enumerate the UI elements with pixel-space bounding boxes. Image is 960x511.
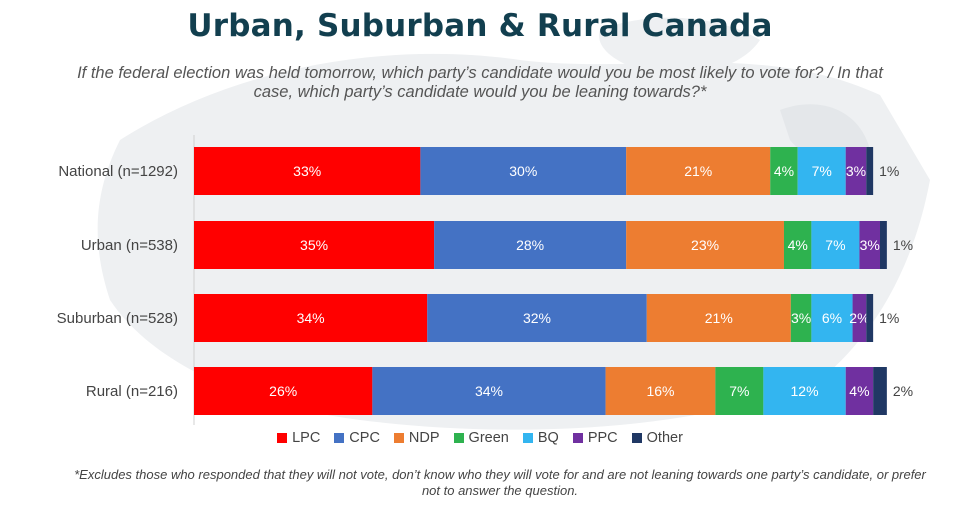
data-label: 33% — [293, 163, 321, 179]
legend-swatch — [277, 433, 288, 443]
category-label: Urban (n=538) — [81, 237, 178, 254]
chart-title: Urban, Suburban & Rural Canada — [187, 8, 773, 44]
bar-segment-bq — [763, 367, 846, 415]
legend-label: PPC — [587, 430, 618, 446]
data-label: 26% — [269, 383, 297, 399]
data-label: 1% — [879, 310, 899, 326]
bar-segment-cpc — [372, 367, 606, 415]
legend-item-lpc: LPC — [277, 430, 320, 446]
data-label: 7% — [812, 163, 832, 179]
legend-item-ndp: NDP — [393, 430, 440, 446]
bar-segment-ndp — [626, 147, 771, 195]
data-label: 32% — [523, 310, 551, 326]
bar-segment-ndp — [646, 294, 791, 342]
category-label: Suburban (n=528) — [57, 310, 178, 327]
bar-segment-cpc — [420, 147, 627, 195]
legend-item-ppc: PPC — [572, 430, 618, 446]
bar-segment-cpc — [427, 294, 647, 342]
category-label: National (n=1292) — [58, 163, 178, 180]
category-label: Rural (n=216) — [86, 383, 178, 400]
bar-segment-ppc — [845, 147, 867, 195]
bar-segment-lpc — [194, 221, 435, 269]
data-label: 30% — [509, 163, 537, 179]
legend-swatch — [453, 433, 464, 443]
bar-segment-bq — [811, 294, 853, 342]
legend-label: BQ — [537, 430, 559, 446]
data-label: 4% — [849, 383, 869, 399]
data-label: 21% — [705, 310, 733, 326]
bar-segment-other — [873, 367, 887, 415]
data-label: 6% — [822, 310, 842, 326]
bar-segment-ppc — [852, 294, 867, 342]
legend-swatch — [631, 433, 642, 443]
legend-label: CPC — [349, 430, 380, 446]
bar-segment-lpc — [194, 294, 428, 342]
data-label: 1% — [879, 163, 899, 179]
bar-segment-ppc — [859, 221, 880, 269]
bar-segment-green — [783, 221, 812, 269]
legend-item-bq: BQ — [522, 430, 559, 446]
bar-segment-green — [715, 367, 764, 415]
footnote: *Excludes those who responded that they … — [74, 467, 926, 498]
bar-segment-other — [866, 147, 874, 195]
bar-segment-lpc — [194, 367, 373, 415]
chart-legend: LPC CPC NDP Green BQ PPC Other — [0, 430, 960, 446]
legend-swatch — [393, 433, 404, 443]
data-label: 2% — [893, 383, 913, 399]
bar-segment-cpc — [434, 221, 627, 269]
bar-segment-bq — [811, 221, 860, 269]
data-label: 34% — [297, 310, 325, 326]
legend-swatch — [572, 433, 583, 443]
legend-swatch — [334, 433, 345, 443]
bar-segment-ndp — [605, 367, 716, 415]
bar-segment-ppc — [845, 367, 874, 415]
data-label: 3% — [791, 310, 811, 326]
legend-label: LPC — [292, 430, 321, 446]
legend-label: Green — [468, 430, 509, 446]
data-label: 3% — [860, 237, 880, 253]
legend-swatch — [522, 433, 533, 443]
legend-item-other: Other — [631, 430, 683, 446]
legend-item-green: Green — [453, 430, 509, 446]
bar-segment-other — [880, 221, 887, 269]
data-label: 4% — [774, 163, 794, 179]
data-label: 7% — [825, 237, 845, 253]
chart-subtitle: If the federal election was held tomorro… — [77, 64, 883, 101]
data-label: 1% — [893, 237, 913, 253]
legend-label: NDP — [408, 430, 440, 446]
bar-segment-lpc — [194, 147, 421, 195]
bar-segment-ndp — [626, 221, 784, 269]
data-label: 35% — [300, 237, 328, 253]
data-label: 12% — [791, 383, 819, 399]
data-label: 16% — [646, 383, 674, 399]
data-label: 2% — [849, 310, 869, 326]
legend-label: Other — [646, 430, 683, 446]
bar-segment-green — [770, 147, 798, 195]
data-label: 23% — [691, 237, 719, 253]
bar-segment-other — [866, 294, 874, 342]
stacked-bar-chart: National (n=1292) 33% 30% 21% 4% 7% 3% 1% Urban … — [57, 135, 913, 425]
data-label: 34% — [475, 383, 503, 399]
bar-segment-bq — [797, 147, 846, 195]
legend-item-cpc: CPC — [334, 430, 380, 446]
data-label: 21% — [684, 163, 712, 179]
data-label: 4% — [788, 237, 808, 253]
data-label: 3% — [846, 163, 866, 179]
bar-segment-green — [790, 294, 812, 342]
data-label: 28% — [516, 237, 544, 253]
data-label: 7% — [729, 383, 749, 399]
